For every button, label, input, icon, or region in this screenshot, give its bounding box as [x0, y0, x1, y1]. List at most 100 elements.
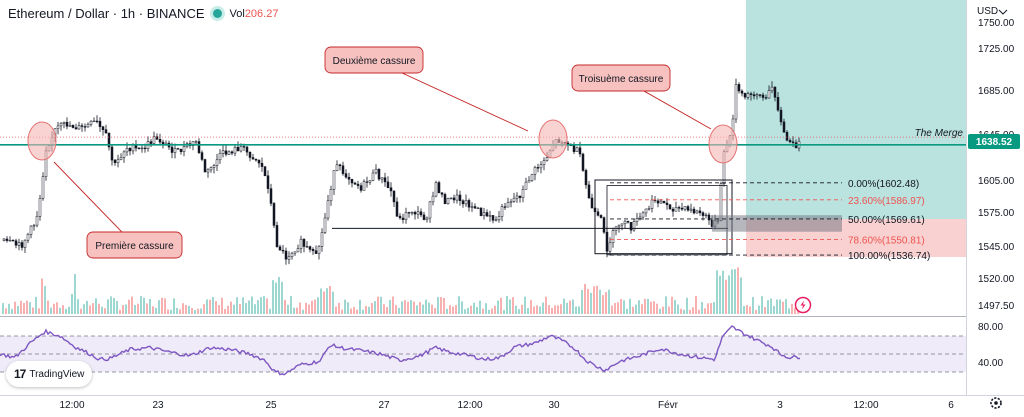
volume-bar	[38, 308, 40, 314]
volume-bar	[791, 303, 793, 314]
volume-bar	[44, 286, 46, 314]
tradingview-logo[interactable]: 17 TradingView	[6, 361, 92, 387]
volume-bar	[431, 304, 433, 314]
volume-bar	[587, 289, 589, 314]
candle-body	[776, 97, 780, 111]
volume-bar	[560, 304, 562, 314]
volume-bar	[68, 306, 70, 314]
volume-bar	[527, 308, 529, 314]
candle-body	[650, 199, 654, 209]
volume-bar	[425, 299, 427, 314]
volume-bar	[62, 305, 64, 314]
candle-body	[425, 217, 429, 220]
entry-zone	[712, 215, 842, 232]
volume-bar	[188, 305, 190, 314]
candle-body	[428, 201, 432, 219]
volume-bar	[749, 306, 751, 314]
flash-bolt[interactable]	[800, 300, 806, 310]
volume-bar	[236, 297, 238, 314]
volume-bar	[365, 306, 367, 314]
candle-body	[308, 246, 312, 250]
candle-body	[479, 207, 483, 216]
candle-body	[221, 150, 225, 154]
volume-bar	[725, 279, 727, 314]
volume-bar	[77, 299, 79, 314]
volume-bar	[647, 298, 649, 314]
volume-bar	[113, 298, 115, 314]
candle-body	[578, 147, 582, 155]
candle-body	[230, 151, 234, 154]
volume-bar	[584, 283, 586, 314]
volume-bar	[284, 299, 286, 314]
candle-body	[659, 200, 663, 204]
flash-icon[interactable]	[794, 296, 812, 314]
candle-body	[326, 200, 330, 219]
time-tick-label: 27	[378, 400, 390, 411]
candle-body	[131, 144, 135, 152]
first-breakout-label: Première cassure	[95, 241, 174, 252]
candle-body	[95, 120, 99, 123]
candle-body	[677, 207, 681, 209]
candle-body	[719, 183, 723, 221]
candle-body	[272, 203, 276, 226]
settings-gear-icon[interactable]	[990, 397, 1002, 409]
candle-body	[611, 230, 615, 244]
candle-body	[347, 176, 351, 180]
candle-body	[779, 109, 783, 123]
fib-label: 50.00%(1569.61)	[848, 215, 925, 226]
volume-bar	[323, 291, 325, 314]
gear-hub[interactable]	[994, 401, 998, 405]
volume-bar	[419, 302, 421, 314]
volume-bar	[308, 304, 310, 314]
volume-bar	[731, 269, 733, 314]
volume-bar	[209, 299, 211, 314]
volume-bar	[488, 309, 490, 314]
candle-body	[740, 90, 744, 94]
candle-body	[452, 197, 456, 201]
fib-label: 100.00%(1536.74)	[848, 251, 930, 262]
candle-body	[461, 200, 465, 205]
candle-body	[665, 202, 669, 205]
candle-body	[74, 127, 78, 130]
volume-bar	[230, 301, 232, 314]
candle-body	[494, 219, 498, 221]
breakout-marker-2	[538, 119, 568, 159]
volume-bar	[332, 291, 334, 314]
volume-bar	[464, 309, 466, 314]
time-tick-label: 6	[948, 400, 954, 411]
candle-body	[596, 211, 600, 216]
volume-bar	[764, 307, 766, 314]
volume-bar	[368, 306, 370, 314]
candle-body	[239, 146, 243, 152]
candle-body	[434, 182, 438, 197]
volume-bar	[656, 303, 658, 314]
candle-body	[545, 157, 549, 161]
volume-bar	[551, 308, 553, 314]
candle-body	[767, 90, 771, 99]
candle-body	[122, 151, 126, 158]
candle-body	[359, 185, 363, 191]
volume-bar	[704, 308, 706, 314]
volume-bar	[356, 309, 358, 314]
volume-bar	[542, 302, 544, 314]
candle-body	[23, 239, 27, 248]
volume-bar	[101, 306, 103, 314]
time-tick-label: 25	[265, 400, 277, 411]
volume-bar	[662, 306, 664, 314]
volume-bar	[20, 300, 22, 314]
volume-bar	[620, 299, 622, 314]
candle-body	[242, 146, 246, 148]
volume-bar	[590, 292, 592, 314]
volume-bar	[74, 274, 76, 314]
candle-body	[773, 86, 777, 98]
volume-bar	[641, 304, 643, 314]
candle-body	[329, 189, 333, 202]
candle-body	[449, 197, 453, 199]
volume-bar	[185, 305, 187, 314]
symbol-title[interactable]: Ethereum / Dollar · 1h · BINANCE	[8, 6, 205, 21]
candle-body	[464, 200, 468, 205]
candle-body	[752, 94, 756, 97]
gear-ring[interactable]	[990, 397, 1002, 409]
candle-body	[377, 168, 381, 180]
